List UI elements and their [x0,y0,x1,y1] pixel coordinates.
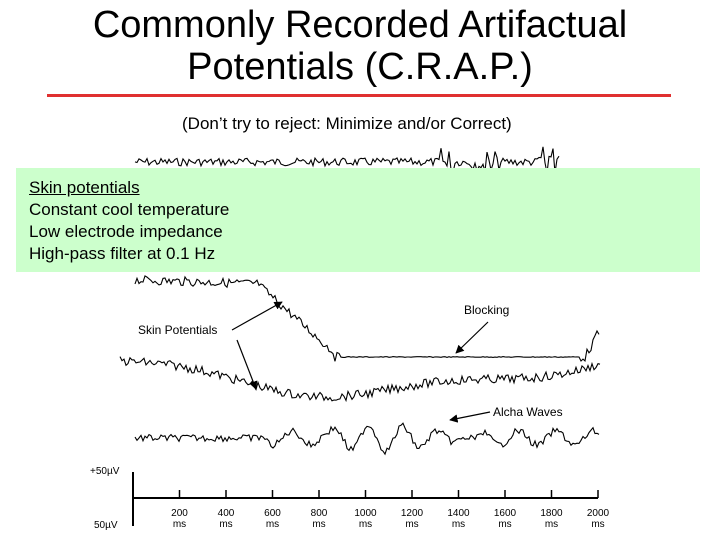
time-tick-unit: ms [452,519,465,530]
callout-heading: Skin potentials [29,178,140,197]
time-tick-unit: ms [405,519,418,530]
time-tick-value: 1200 [401,508,424,519]
time-tick-value: 400 [218,508,235,519]
blocking-label: Blocking [464,303,509,317]
time-tick-unit: ms [498,519,511,530]
eeg-trace-alpha [134,422,600,456]
time-tick-value: 2000 [587,508,610,519]
scale-top-label: +50µV [90,466,120,477]
slide-title-line-1: Commonly Recorded Artifactual [92,4,628,46]
alpha-waves-label: Alcha Waves [493,405,563,419]
time-tick-value: 600 [264,508,281,519]
time-tick-unit: ms [219,519,232,530]
skin-potentials-arrow-lower [236,339,258,390]
time-tick-value: 800 [311,508,328,519]
time-tick-unit: ms [545,519,558,530]
time-tick-unit: ms [359,519,372,530]
time-tick-unit: ms [266,519,279,530]
time-tick-value: 1000 [354,508,377,519]
eeg-trace-1 [134,146,560,175]
slide-subtitle: (Don’t try to reject: Minimize and/or Co… [182,114,512,133]
skin-potentials-arrow-upper [231,301,283,331]
eeg-trace-skin-drift [119,356,601,403]
skin-potentials-label: Skin Potentials [138,323,217,337]
time-tick-unit: ms [173,519,186,530]
title-divider [47,94,671,97]
blocking-arrow [455,321,489,354]
callout-item-temperature: Constant cool temperature [29,200,230,219]
scale-bottom-label: 50µV [94,520,118,531]
time-tick-value: 200 [171,508,188,519]
time-tick-unit: ms [591,519,604,530]
alpha-waves-arrow [449,411,491,423]
slide-title-line-2: Potentials (C.R.A.P.) [187,46,533,88]
time-tick-value: 1800 [540,508,563,519]
eeg-trace-skin-blocking [134,275,600,362]
slide-title: Commonly Recorded Artifactual Potentials… [0,4,720,88]
time-axis-ticks: 200ms400ms600ms800ms1000ms1200ms1400ms16… [171,490,610,530]
time-tick-value: 1400 [447,508,470,519]
callout-item-impedance: Low electrode impedance [29,222,223,241]
time-tick-unit: ms [312,519,325,530]
eeg-artifact-figure: Blocking Skin Potentials Alcha Waves +50… [90,146,610,531]
skin-potentials-callout: Skin potentials Constant cool temperatur… [16,168,700,272]
time-tick-value: 1600 [494,508,517,519]
callout-item-filter: High-pass filter at 0.1 Hz [29,244,216,263]
